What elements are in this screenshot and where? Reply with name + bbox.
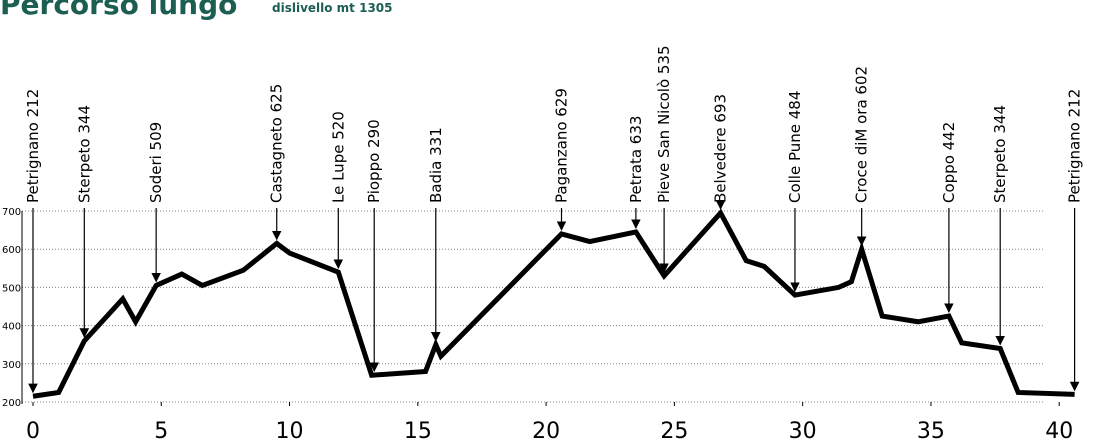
x-tick-label: 20 xyxy=(532,419,560,441)
annotation-label: Belvedere 693 xyxy=(712,94,730,203)
x-tick-label: 10 xyxy=(276,419,304,441)
y-tick-label: 300 xyxy=(2,360,21,371)
y-tick-label: 500 xyxy=(2,283,21,294)
x-tick-label: 25 xyxy=(660,419,688,441)
x-tick-label: 35 xyxy=(917,419,945,441)
annotation-label: Badia 331 xyxy=(427,127,445,203)
y-tick-label: 600 xyxy=(2,245,21,256)
annotation-label: Petrata 633 xyxy=(627,116,645,203)
annotation-label: Paganzano 629 xyxy=(553,88,571,203)
x-tick-label: 40 xyxy=(1045,419,1073,441)
profile-line xyxy=(32,208,1075,399)
annotation-label: Sterpeto 344 xyxy=(75,105,93,203)
annotation-label: Pieve San Nicolò 535 xyxy=(655,45,673,203)
annotation-label: Petrignano 212 xyxy=(1066,89,1084,203)
annotation-label: Le Lupe 520 xyxy=(329,111,347,203)
annotation-label: Colle Pune 484 xyxy=(786,91,804,203)
x-tick-label: 5 xyxy=(154,419,168,441)
annotation-label: Pioppo 290 xyxy=(365,119,383,203)
y-tick-label: 700 xyxy=(2,207,21,218)
annotation-label: Petrignano 212 xyxy=(24,89,42,203)
x-tick-label: 30 xyxy=(789,419,817,441)
x-tick-label: 0 xyxy=(26,419,40,441)
chart-title: Percorso lungo xyxy=(0,0,237,21)
x-tick-label: 15 xyxy=(404,419,432,441)
annotation-label: Coppo 442 xyxy=(940,122,958,203)
annotation-label: Soderi 509 xyxy=(147,122,165,203)
y-tick-label: 200 xyxy=(2,398,21,409)
y-tick-label: 400 xyxy=(2,322,21,333)
annotation-label: Sterpeto 344 xyxy=(991,105,1009,203)
annotation-label: Croce diM ora 602 xyxy=(853,66,871,203)
annotation-label: Castagneto 625 xyxy=(268,84,286,203)
chart-subtitle: dislivello mt 1305 xyxy=(272,1,393,15)
